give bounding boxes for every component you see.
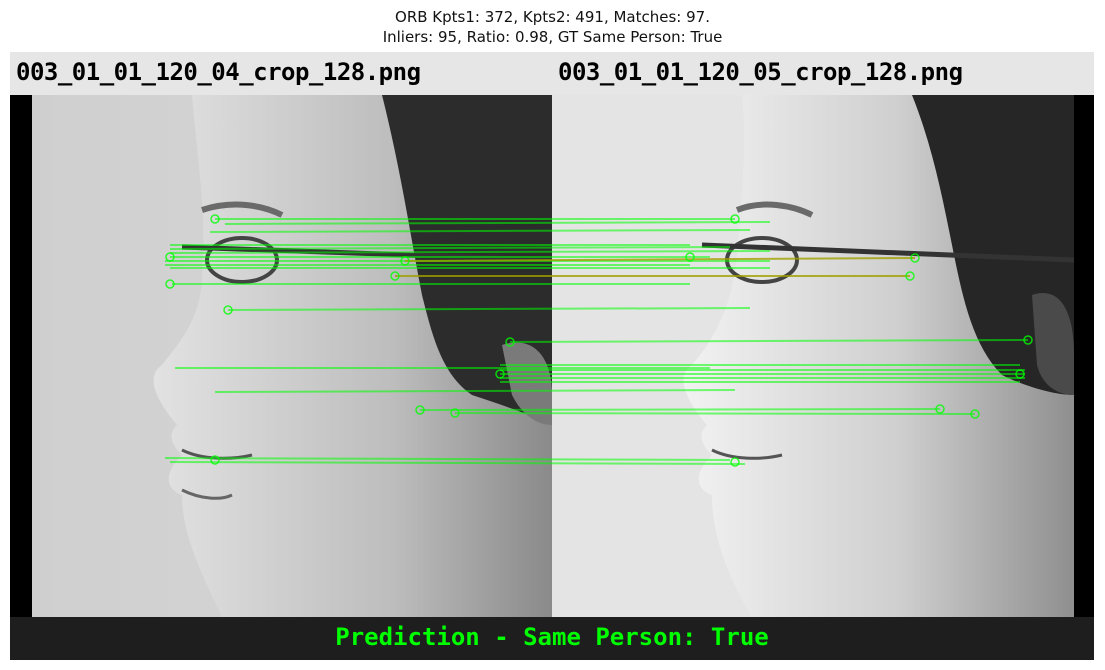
title-line-2: Inliers: 95, Ratio: 0.98, GT Same Person… [382,28,723,46]
right-face-image [552,95,1074,617]
match-lines-overlay [164,214,1033,467]
prediction-footer: Prediction - Same Person: True [10,617,1094,660]
inlier-match-lines [164,218,1029,465]
title-line-1: ORB Kpts1: 372, Kpts2: 491, Matches: 97. [395,8,710,26]
filename-header: 003_01_01_120_04_crop_128.png 003_01_01_… [10,52,1094,95]
outlier-match-lines [395,257,916,277]
figure-title: ORB Kpts1: 372, Kpts2: 491, Matches: 97.… [0,7,1105,47]
left-filename: 003_01_01_120_04_crop_128.png [16,58,421,86]
keypoint-circles [165,214,1033,467]
right-filename: 003_01_01_120_05_crop_128.png [558,58,963,86]
match-visualization: 003_01_01_120_04_crop_128.png 003_01_01_… [10,52,1094,660]
prediction-text: Prediction - Same Person: True [335,623,769,651]
